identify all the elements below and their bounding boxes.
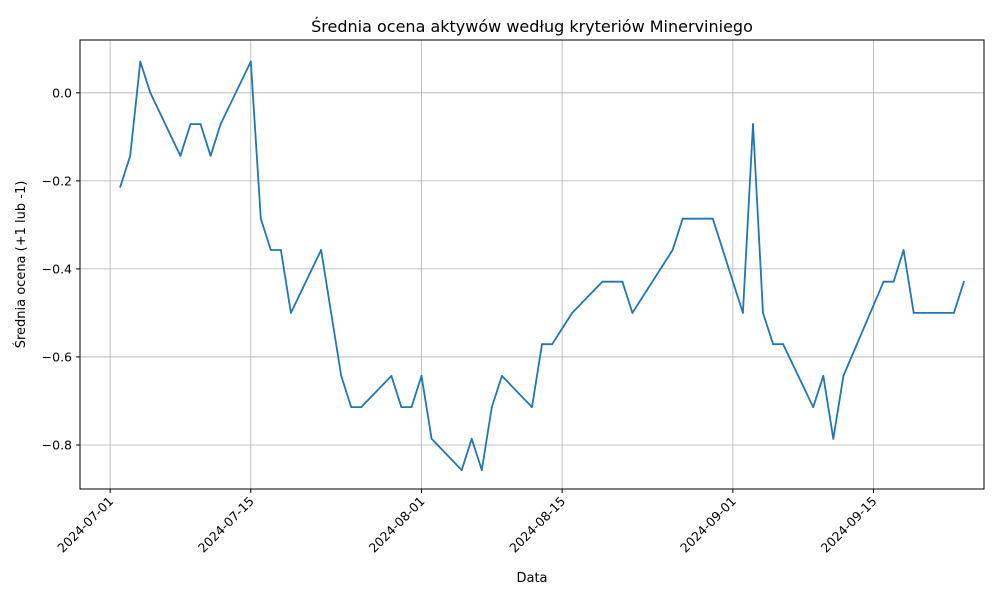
data-point bbox=[350, 406, 353, 409]
data-point bbox=[963, 280, 965, 283]
data-point bbox=[290, 312, 292, 314]
data-point bbox=[219, 123, 222, 125]
data-point bbox=[420, 374, 423, 377]
data-point bbox=[882, 280, 885, 283]
data-point bbox=[360, 406, 363, 409]
data-point bbox=[671, 249, 674, 251]
data-point bbox=[842, 374, 845, 377]
data-point bbox=[189, 123, 192, 125]
data-point bbox=[711, 217, 714, 220]
y-axis-label: Średnia ocena (+1 lub -1) bbox=[13, 181, 29, 349]
data-point bbox=[410, 406, 413, 409]
y-tick-label: 0.0 bbox=[52, 85, 72, 100]
y-tick-label: −0.4 bbox=[42, 261, 72, 276]
x-axis-label: Data bbox=[516, 571, 547, 586]
data-point bbox=[902, 249, 905, 251]
data-point bbox=[179, 154, 182, 157]
data-point bbox=[621, 280, 624, 283]
data-point bbox=[129, 154, 132, 157]
data-point bbox=[832, 437, 835, 440]
data-point bbox=[762, 312, 764, 314]
data-point bbox=[470, 437, 473, 440]
data-point bbox=[460, 469, 463, 471]
data-point bbox=[390, 374, 393, 377]
data-point bbox=[340, 374, 343, 377]
y-tick-label: −0.8 bbox=[42, 437, 72, 452]
data-point bbox=[209, 154, 212, 157]
data-point bbox=[320, 249, 322, 251]
data-point bbox=[912, 312, 915, 314]
plot-frame bbox=[79, 39, 985, 490]
data-point bbox=[490, 406, 493, 409]
data-point bbox=[611, 280, 614, 283]
data-point bbox=[822, 374, 825, 377]
grid-lines bbox=[80, 40, 984, 489]
data-point bbox=[571, 312, 574, 314]
data-point bbox=[812, 406, 815, 409]
data-point bbox=[500, 374, 503, 377]
data-point bbox=[480, 469, 483, 471]
data-point bbox=[259, 217, 262, 220]
data-point bbox=[631, 312, 634, 314]
data-point bbox=[119, 186, 122, 188]
data-point bbox=[782, 343, 785, 346]
data-point bbox=[742, 312, 744, 314]
data-point bbox=[892, 280, 895, 283]
data-point bbox=[681, 217, 684, 220]
chart-title: Średnia ocena aktywów według kryteriów M… bbox=[311, 17, 753, 36]
data-point bbox=[279, 249, 282, 251]
series-layer bbox=[119, 60, 965, 472]
data-point bbox=[541, 343, 543, 346]
y-axis-ticks: 0.0 −0.2 −0.4 −0.6 −0.8 bbox=[42, 85, 80, 452]
data-point bbox=[139, 60, 142, 63]
y-tick-label: −0.6 bbox=[42, 349, 72, 364]
data-point bbox=[149, 91, 152, 94]
data-point bbox=[601, 280, 604, 283]
data-point bbox=[952, 312, 955, 314]
data-point bbox=[430, 437, 433, 440]
data-point bbox=[752, 123, 754, 125]
data-point bbox=[199, 123, 202, 125]
data-point bbox=[531, 406, 533, 409]
data-point bbox=[772, 343, 774, 346]
data-point bbox=[551, 343, 553, 346]
data-point bbox=[400, 406, 403, 409]
data-point bbox=[249, 60, 252, 63]
y-tick-label: −0.2 bbox=[42, 173, 72, 188]
data-point bbox=[269, 249, 272, 251]
data-point bbox=[922, 312, 925, 314]
